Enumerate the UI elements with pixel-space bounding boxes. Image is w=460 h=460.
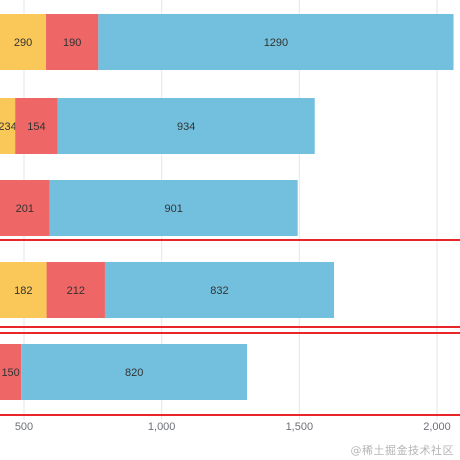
data-label: 212 xyxy=(67,285,85,297)
data-label: 201 xyxy=(16,203,34,215)
bar-segment xyxy=(46,262,105,318)
data-label: 934 xyxy=(177,121,195,133)
data-label: 832 xyxy=(210,285,228,297)
data-label: 234 xyxy=(0,121,17,133)
bar-segment xyxy=(0,344,22,400)
data-label: 182 xyxy=(14,285,32,297)
bar-segment xyxy=(0,180,50,236)
data-label: 154 xyxy=(27,121,45,133)
bar-segment xyxy=(0,14,47,70)
data-label: 901 xyxy=(164,203,182,215)
watermark: @稀土掘金技术社区 xyxy=(350,444,454,457)
bar-segment xyxy=(21,344,248,400)
bar-segment xyxy=(46,14,99,70)
data-label: 290 xyxy=(14,37,32,49)
bar-segment xyxy=(0,262,47,318)
x-tick-label: 1,000 xyxy=(148,421,176,433)
x-tick-label: 500 xyxy=(15,421,33,433)
data-label: 1290 xyxy=(264,37,288,49)
data-label: 820 xyxy=(125,367,143,379)
bar-segment xyxy=(98,14,454,70)
data-label: 190 xyxy=(63,37,81,49)
data-label: 150 xyxy=(1,367,19,379)
bar-segment xyxy=(57,98,315,154)
bar-segment xyxy=(0,98,16,154)
bar-segment xyxy=(104,262,335,318)
bar-segment xyxy=(15,98,58,154)
bar-segment xyxy=(49,180,298,236)
x-tick-label: 1,500 xyxy=(286,421,314,433)
x-tick-label: 2,000 xyxy=(423,421,451,433)
